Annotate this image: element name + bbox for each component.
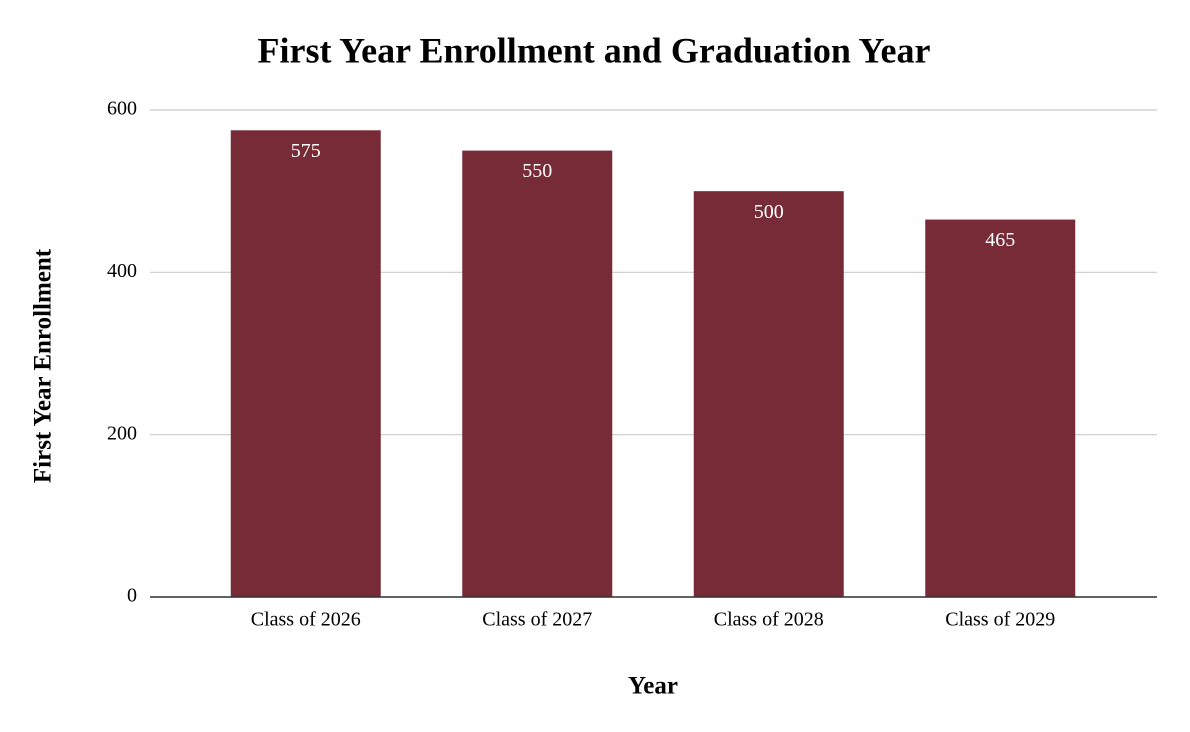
y-tick-label: 600 <box>107 98 137 120</box>
x-tick-label: Class of 2027 <box>482 609 592 631</box>
chart-title: First Year Enrollment and Graduation Yea… <box>258 30 931 70</box>
y-tick-label: 0 <box>127 585 137 607</box>
bar <box>462 150 613 598</box>
bar <box>230 130 381 597</box>
y-axis-title: First Year Enrollment <box>30 248 57 483</box>
x-tick-label: Class of 2029 <box>945 609 1055 631</box>
bar <box>925 219 1076 597</box>
y-tick-label: 400 <box>107 260 137 282</box>
y-tick-label: 200 <box>107 422 137 444</box>
data-label: 575 <box>291 140 321 162</box>
x-tick-label: Class of 2026 <box>251 609 361 631</box>
data-label: 550 <box>522 160 552 182</box>
data-label: 465 <box>985 229 1015 251</box>
x-tick-label: Class of 2028 <box>714 609 824 631</box>
bar <box>693 191 844 597</box>
data-label: 500 <box>754 201 784 223</box>
x-axis-title: Year <box>628 673 678 700</box>
